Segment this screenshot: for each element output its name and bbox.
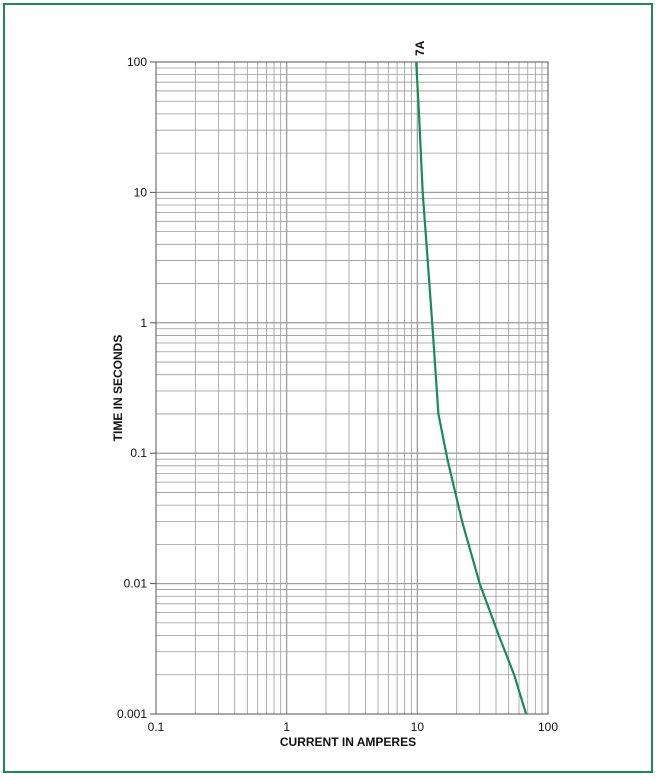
x-axis-label: CURRENT IN AMPERES: [280, 735, 416, 749]
chart-frame: [3, 3, 653, 773]
y-tick-label: 0.01: [124, 577, 148, 591]
x-tick-label: 100: [538, 720, 558, 734]
plot-border: [155, 61, 549, 715]
y-tick-label: 0.1: [130, 446, 147, 460]
y-tick-labels: 100 10 1 0.1 0.01 0.001: [117, 55, 156, 721]
y-tick-label: 100: [127, 55, 147, 69]
y-tick-label: 0.001: [117, 707, 147, 721]
y-tick-label: 1: [140, 316, 147, 330]
x-tick-label: 10: [411, 720, 425, 734]
y-axis-label: TIME IN SECONDS: [111, 335, 125, 442]
x-tick-labels: 0.1 1 10 100: [148, 720, 559, 734]
x-tick-label: 1: [283, 720, 290, 734]
grid: [155, 61, 549, 715]
x-tick-label: 0.1: [148, 720, 165, 734]
y-tick-label: 10: [134, 185, 148, 199]
series-label: 7A: [413, 40, 427, 56]
series: 7A: [413, 40, 528, 715]
series-line: [415, 61, 528, 715]
